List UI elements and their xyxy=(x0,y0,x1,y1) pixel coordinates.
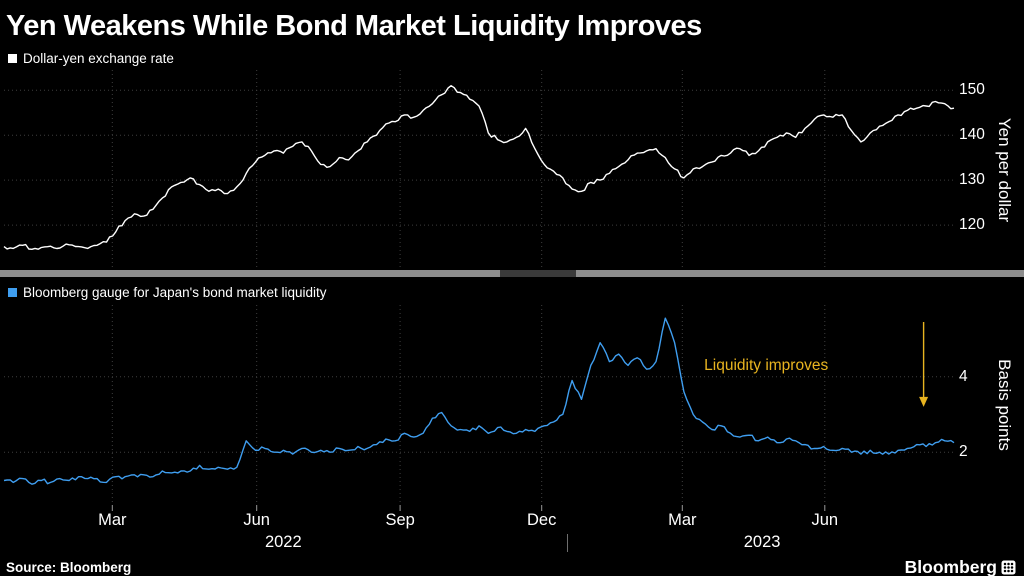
x-axis-month-label: Dec xyxy=(527,511,557,529)
liquidity-improves-annotation: Liquidity improves xyxy=(704,357,829,375)
panel-divider xyxy=(0,270,1024,277)
x-axis-year-label: 2023 xyxy=(743,533,781,551)
x-axis-month-label: Mar xyxy=(98,511,127,529)
x-axis-year-label: 2022 xyxy=(264,533,302,551)
x-axis-month-label: Mar xyxy=(668,511,697,529)
bloomberg-dots-icon xyxy=(1001,560,1016,575)
bloomberg-logo-text: Bloomberg xyxy=(904,557,997,576)
fx-legend-label: Dollar-yen exchange rate xyxy=(23,50,174,66)
source-label: Source: Bloomberg xyxy=(6,560,132,575)
liquidity-y-axis-title: Basis points xyxy=(995,359,1014,451)
x-axis-months: Mar Jun Sep Dec Mar Jun xyxy=(0,505,1024,533)
x-axis-month-label: Jun xyxy=(811,511,839,529)
year-separator-line xyxy=(567,534,568,552)
bloomberg-logo: Bloomberg xyxy=(905,557,1016,576)
liquidity-legend-label: Bloomberg gauge for Japan's bond market … xyxy=(23,284,327,300)
chart-title: Yen Weakens While Bond Market Liquidity … xyxy=(6,10,702,42)
panel-divider-handle xyxy=(500,270,576,277)
fx-legend-swatch-icon xyxy=(8,53,17,63)
footer: Source: Bloomberg Bloomberg xyxy=(0,555,1024,576)
x-axis-years: 2022 2023 xyxy=(0,533,1024,555)
liquidity-line-chart xyxy=(3,305,955,511)
legend-fx: Dollar-yen exchange rate xyxy=(0,46,1024,70)
fx-chart-panel: 120 130 140 150 Yen per dollar xyxy=(0,70,1024,270)
fx-line-chart xyxy=(3,70,955,270)
x-axis-month-label: Jun xyxy=(243,511,270,529)
x-axis-month-label: Sep xyxy=(385,511,415,529)
y-axis-tick-label: 150 xyxy=(959,81,985,99)
legend-liquidity: Bloomberg gauge for Japan's bond market … xyxy=(0,277,1024,305)
fx-y-axis-title: Yen per dollar xyxy=(995,117,1014,223)
liquidity-legend-swatch-icon xyxy=(8,287,17,297)
